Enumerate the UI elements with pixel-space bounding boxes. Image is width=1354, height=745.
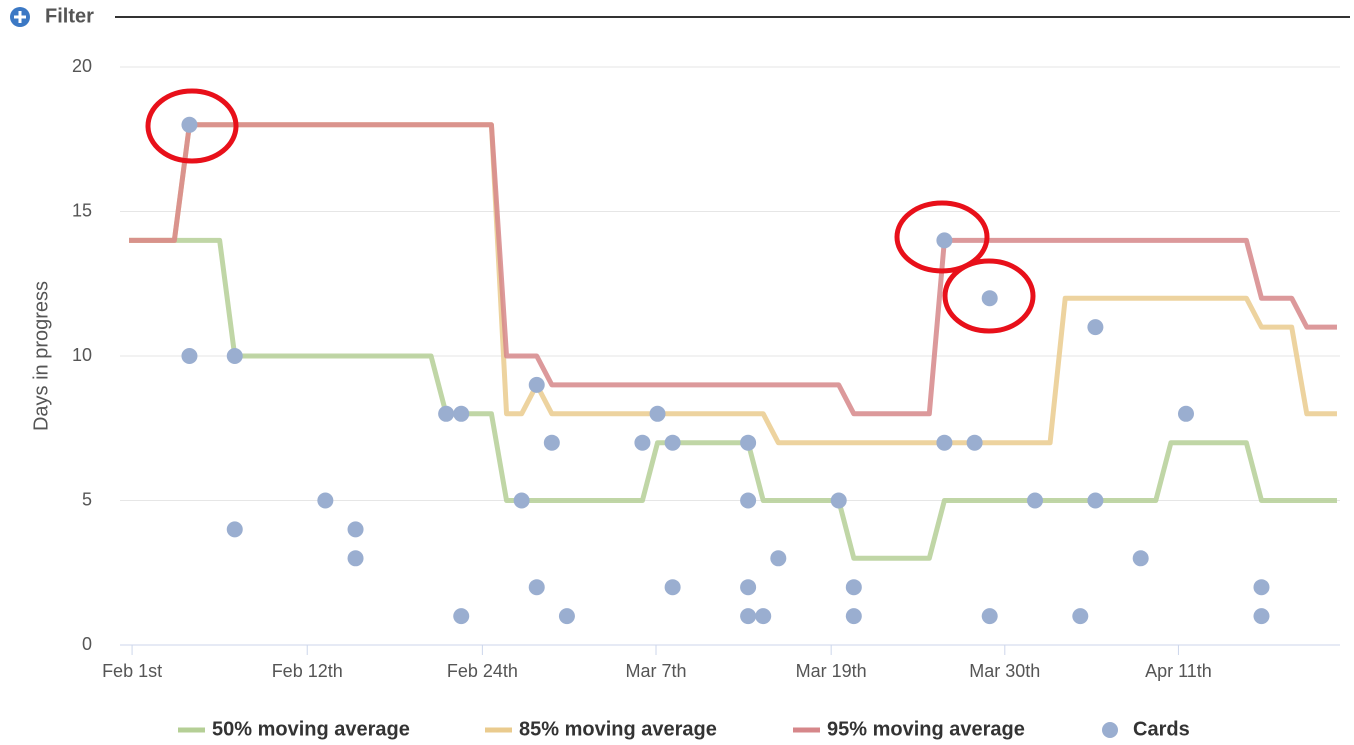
card-point [1132, 550, 1149, 567]
card-point [936, 434, 953, 451]
card-point [543, 434, 560, 451]
card-point [966, 434, 983, 451]
grid [120, 66, 1340, 501]
highlight-circle [942, 258, 1036, 334]
card-point [317, 492, 334, 509]
card-point [981, 290, 998, 307]
card-point [755, 608, 772, 625]
card-point [845, 608, 862, 625]
x-tick-label: Mar 30th [969, 661, 1040, 681]
card-point [770, 550, 787, 567]
card-point [1027, 492, 1043, 509]
card-point [558, 608, 575, 625]
x-tick-label: Feb 12th [272, 661, 343, 681]
card-point [740, 492, 757, 509]
card-point [649, 405, 666, 422]
filter-icon-plus [14, 11, 26, 23]
x-tick-label: Feb 1st [102, 661, 162, 681]
card-point [664, 579, 681, 596]
x-tick-label: Mar 7th [625, 661, 686, 681]
legend-swatch [1102, 722, 1118, 738]
y-axis-title: Days in progress [30, 281, 52, 431]
card-point [664, 434, 681, 451]
x-tick-label: Mar 19th [796, 661, 867, 681]
y-tick-label: 10 [72, 345, 92, 365]
moving-average-line [129, 237, 1337, 561]
card-point [181, 116, 198, 133]
moving-average-line [129, 122, 1337, 446]
plot [129, 116, 1337, 625]
card-point [453, 608, 470, 625]
card-point [528, 376, 545, 393]
card-point [226, 348, 243, 364]
card-point [453, 405, 470, 422]
y-tick-label: 20 [72, 56, 92, 76]
card-point [1177, 405, 1194, 422]
legend-label: Cards [1133, 718, 1190, 740]
card-point [513, 492, 530, 509]
y-tick-label: 15 [72, 200, 92, 220]
x-tick-label: Feb 24th [447, 661, 518, 681]
annotations [145, 88, 1036, 334]
y-tick-label: 0 [82, 634, 92, 654]
filter-label[interactable]: Filter [45, 5, 94, 27]
card-point [181, 348, 198, 364]
card-point [936, 232, 953, 249]
card-point [634, 434, 651, 451]
card-point [740, 579, 757, 596]
card-point [981, 608, 998, 625]
highlight-circle [145, 88, 239, 164]
x-tick-label: Apr 11th [1145, 661, 1212, 681]
moving-average-line [129, 122, 1337, 417]
card-point [438, 405, 455, 422]
card-point [830, 492, 847, 509]
card-point [226, 521, 243, 538]
card-point [1087, 319, 1104, 336]
y-tick-label: 5 [82, 489, 92, 509]
card-point [347, 550, 364, 567]
highlight-circle [894, 200, 990, 274]
card-point [740, 434, 757, 451]
card-point [1087, 492, 1104, 509]
card-point [1072, 608, 1089, 625]
card-point [1253, 579, 1270, 596]
card-point [528, 579, 545, 596]
filter-bar[interactable]: Filter [10, 5, 1350, 27]
legend-label: 85% moving average [519, 718, 717, 740]
legend: 50% moving average 85% moving average 95% … [178, 718, 1190, 740]
axes: 0 5 10 15 20 Feb 1st Feb 12th Feb 24th Mar 7th Ma… [72, 56, 1340, 681]
card-point [347, 521, 364, 538]
legend-label: 50% moving average [212, 718, 410, 740]
card-point [845, 579, 862, 596]
legend-label: 95% moving average [827, 718, 1025, 740]
card-point [1253, 608, 1270, 625]
card-point [740, 608, 757, 625]
